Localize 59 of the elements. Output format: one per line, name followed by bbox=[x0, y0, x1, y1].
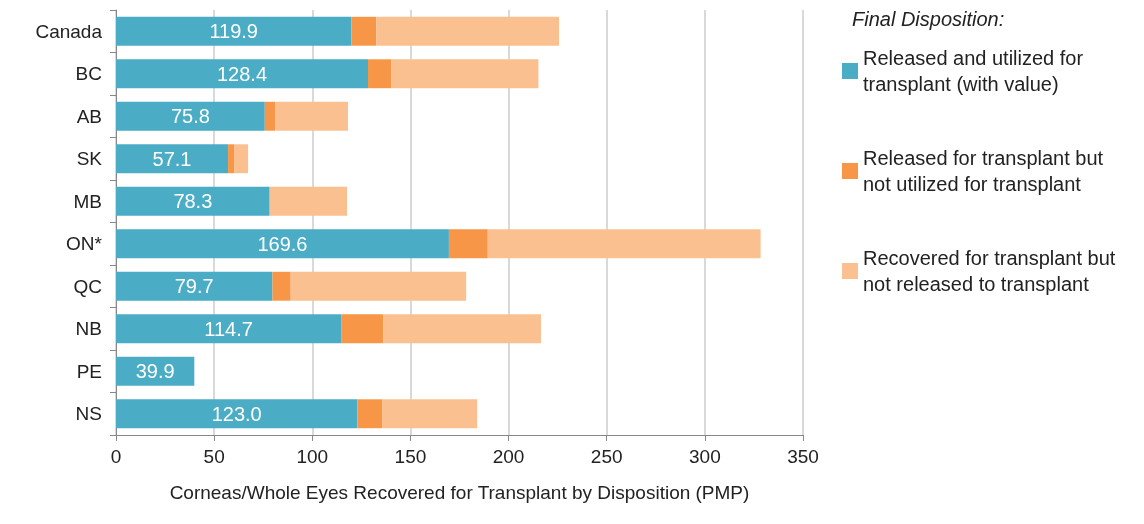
y-tick-label: QC bbox=[73, 275, 102, 297]
data-label: 57.1 bbox=[152, 147, 192, 170]
bar bbox=[383, 314, 541, 344]
bar bbox=[116, 186, 270, 216]
bar bbox=[275, 101, 349, 131]
y-tick-label: ON* bbox=[66, 233, 103, 255]
y-tick-label: NS bbox=[75, 403, 102, 425]
data-label: 79.7 bbox=[174, 275, 214, 298]
x-tick-label: 100 bbox=[296, 446, 329, 467]
bar bbox=[228, 144, 235, 174]
bar bbox=[391, 59, 539, 89]
y-tick-label: SK bbox=[76, 148, 103, 170]
x-axis-title: Corneas/Whole Eyes Recovered for Transplant by Disposition (PMP) bbox=[169, 482, 750, 503]
y-tick-label: Canada bbox=[35, 20, 103, 42]
x-tick-label: 200 bbox=[492, 446, 525, 467]
bar bbox=[272, 271, 291, 301]
bar bbox=[116, 16, 352, 46]
x-tick-label: 250 bbox=[590, 446, 623, 467]
legend-label: Released and utilized for transplant (with value) bbox=[863, 47, 1089, 95]
bar bbox=[116, 229, 449, 259]
bar bbox=[487, 229, 761, 259]
bar bbox=[116, 399, 358, 429]
x-tick-label: 50 bbox=[203, 446, 225, 467]
y-tick-label: PE bbox=[76, 360, 102, 382]
bar bbox=[116, 271, 273, 301]
bar bbox=[368, 59, 392, 89]
data-label: 169.6 bbox=[257, 232, 308, 255]
bar bbox=[116, 59, 369, 89]
legend-label: Recovered for transplant but not released to transplant bbox=[863, 247, 1121, 295]
data-label: 75.8 bbox=[170, 105, 210, 128]
bar bbox=[264, 101, 276, 131]
x-tick-label: 350 bbox=[787, 446, 819, 467]
x-tick-label: 0 bbox=[110, 446, 122, 467]
data-label: 123.0 bbox=[211, 402, 262, 425]
bar bbox=[269, 186, 348, 216]
bar bbox=[357, 399, 383, 429]
bar bbox=[116, 314, 342, 344]
bar bbox=[116, 144, 229, 174]
data-label: 114.7 bbox=[204, 317, 253, 340]
bar bbox=[351, 16, 377, 46]
bar bbox=[448, 229, 488, 259]
y-tick-label: AB bbox=[76, 105, 102, 127]
data-label: 78.3 bbox=[173, 190, 213, 213]
data-label: 119.9 bbox=[209, 20, 258, 43]
bar bbox=[234, 144, 249, 174]
bar bbox=[290, 271, 467, 301]
legend-title: Final Disposition: bbox=[852, 8, 1005, 31]
legend-label: Released for transplant but not utilized for transplant bbox=[863, 147, 1109, 195]
bar bbox=[341, 314, 384, 344]
data-label: 128.4 bbox=[216, 62, 268, 85]
bar bbox=[376, 16, 560, 46]
x-tick-label: 150 bbox=[394, 446, 427, 467]
x-tick-label: 300 bbox=[689, 446, 721, 467]
bar bbox=[382, 399, 478, 429]
y-tick-label: BC bbox=[75, 63, 102, 85]
bar bbox=[116, 101, 265, 131]
y-tick-label: MB bbox=[73, 190, 102, 212]
y-tick-label: NB bbox=[75, 318, 102, 340]
data-label: 39.9 bbox=[135, 360, 175, 383]
